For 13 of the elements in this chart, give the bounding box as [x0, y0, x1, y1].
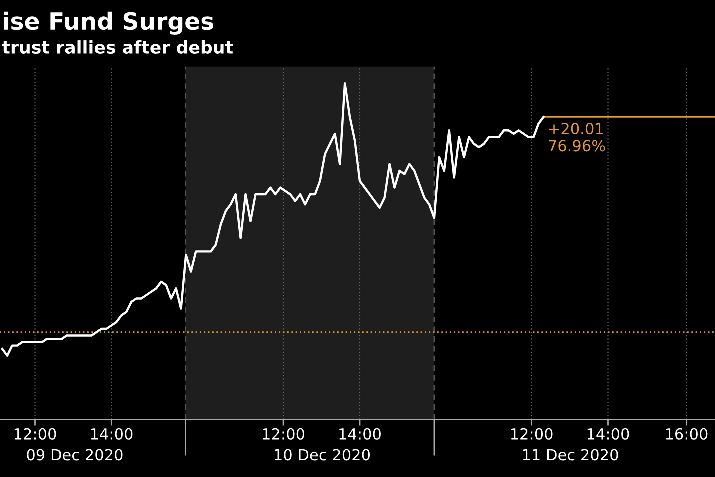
text: 16:00 [666, 428, 708, 440]
text: 12:00 [14, 428, 56, 440]
text: 10 Dec 2020 [275, 449, 370, 461]
text: 09 Dec 2020 [27, 449, 123, 461]
text: 14:00 [340, 428, 381, 440]
chart-title: ise Fund Surges [4, 12, 214, 35]
text: 14:00 [91, 428, 133, 440]
text: 12:00 [263, 428, 305, 440]
text: 11 Dec 2020 [523, 449, 618, 461]
text: 12:00 [511, 428, 553, 440]
chart-subtitle: trust rallies after debut [2, 40, 234, 54]
annotation: +20.01 76.96% [549, 123, 606, 152]
text: 14:00 [588, 428, 630, 440]
